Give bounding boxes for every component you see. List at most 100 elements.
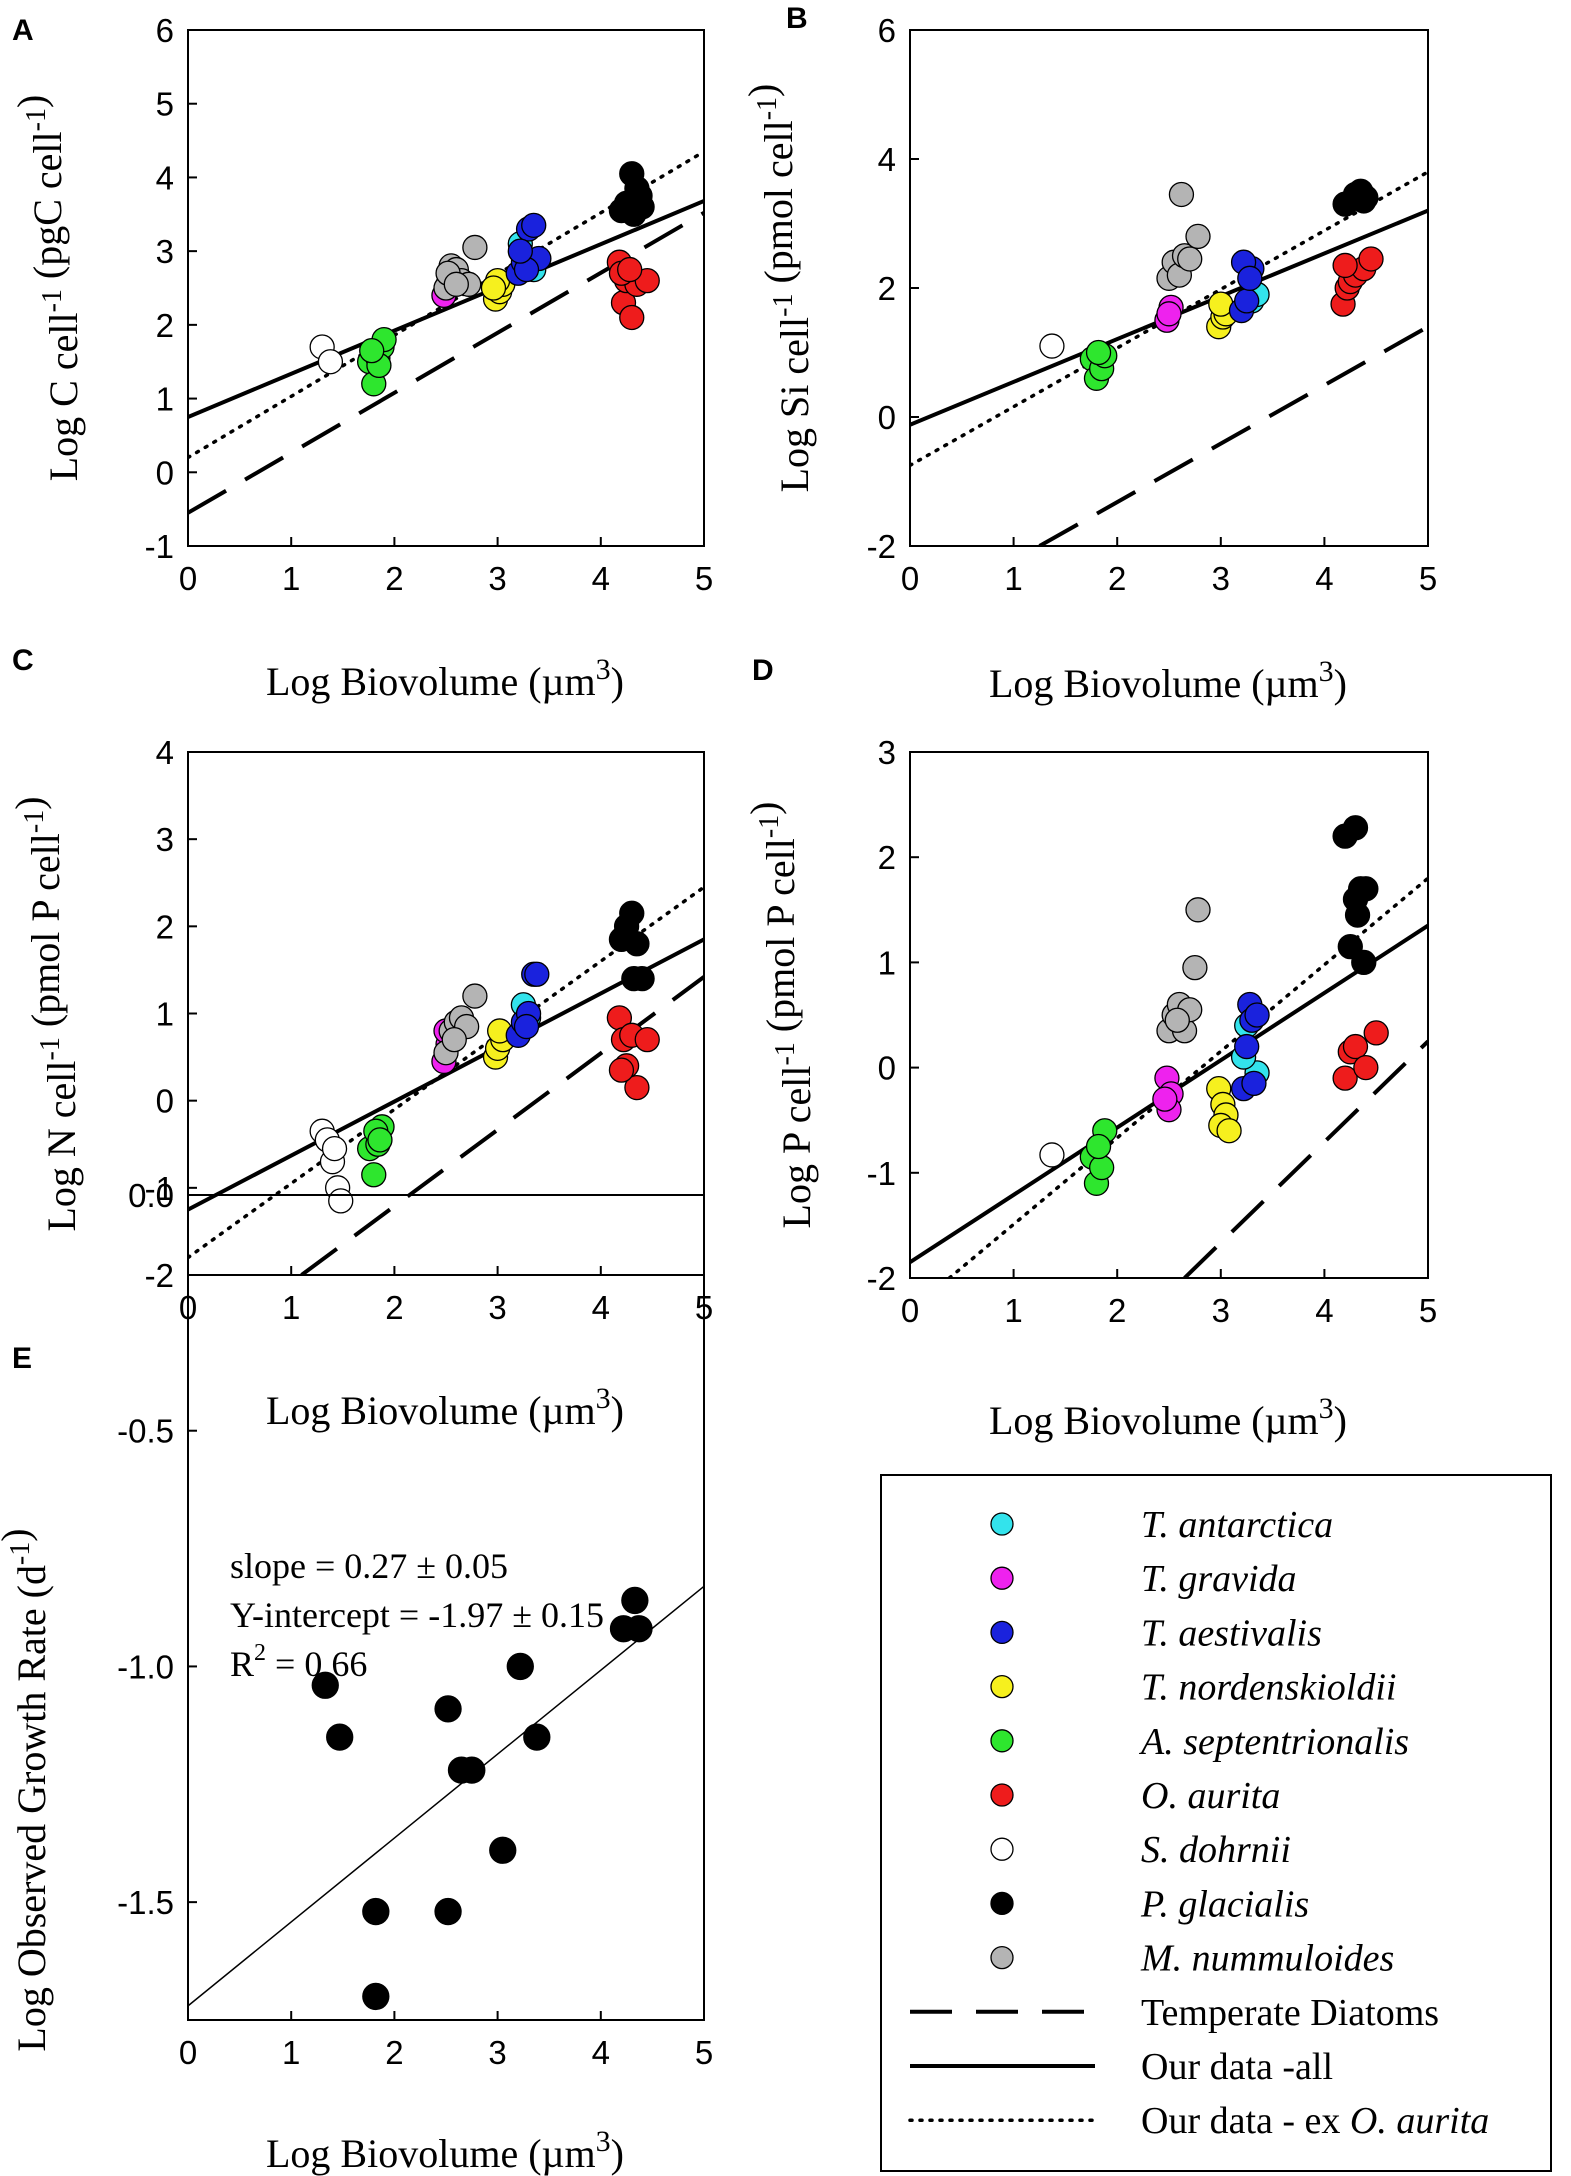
point-o-aurita	[619, 304, 645, 331]
point-t-nordenskioldii	[480, 275, 507, 301]
point-o-aurita	[1353, 1054, 1379, 1081]
point-m-nummuloides	[1185, 223, 1211, 250]
x-tick-label: 3	[1212, 560, 1230, 597]
y-tick-label: -1	[145, 1170, 174, 1207]
y-tick-label: -2	[867, 528, 896, 565]
x-tick-label: 0	[179, 2034, 197, 2071]
y-tick-label: 1	[156, 996, 174, 1033]
point-p-glacialis	[326, 1723, 354, 1751]
point-o-aurita	[1332, 252, 1358, 279]
point-m-nummuloides	[462, 234, 488, 261]
point-a-septentrionalis	[1089, 1154, 1115, 1181]
point-p-glacialis	[311, 1671, 339, 1699]
y-tick-label: -1	[145, 528, 174, 565]
point-s-dohrnii	[1039, 333, 1065, 359]
panel-d: 0 1 2 3 4 5 -2 -1 0 1 2 3 D Log Biovolume (µm3) Log P …	[742, 654, 1437, 1443]
legend-label: Our data - ex O. aurita	[1141, 2100, 1489, 2142]
legend-item: T. nordenskioldii	[990, 1667, 1396, 1709]
data-points	[309, 161, 660, 397]
x-tick-label: 2	[385, 1289, 403, 1326]
y-tick-label: 4	[156, 734, 174, 771]
x-tick-label: 1	[1004, 560, 1022, 597]
legend-label: T. nordenskioldii	[1141, 1667, 1396, 1709]
x-tick-label: 1	[1004, 1292, 1022, 1329]
line-our-data-ex-o-aurita	[910, 170, 1428, 468]
y-tick-label: 0	[156, 454, 174, 491]
y-tick-label: 3	[878, 734, 896, 771]
point-m-nummuloides	[443, 271, 469, 297]
legend-item: T. aestivalis	[990, 1612, 1322, 1654]
point-p-glacialis	[625, 1615, 653, 1643]
x-axis-title: Log Biovolume (µm3)	[266, 2125, 624, 2176]
x-tick-label: 2	[1108, 1292, 1126, 1329]
legend-item: O. aurita	[990, 1775, 1280, 1817]
point-p-glacialis	[621, 1586, 649, 1615]
point-p-glacialis	[434, 1695, 462, 1723]
x-tick-label: 2	[1108, 560, 1126, 597]
point-o-aurita	[1358, 246, 1384, 272]
data-points	[309, 900, 660, 1214]
legend-marker	[990, 1512, 1014, 1536]
point-p-glacialis	[621, 965, 647, 992]
fit-lines	[188, 1585, 704, 2007]
y-tick-label: -0.5	[117, 1413, 174, 1450]
point-o-aurita	[624, 1074, 650, 1101]
point-o-aurita	[617, 256, 643, 283]
x-tick-label: 0	[901, 560, 919, 597]
x-tick-label: 0	[901, 1292, 919, 1329]
point-m-nummuloides	[1177, 246, 1203, 272]
annotation-slope: slope = 0.27 ± 0.05	[230, 1546, 508, 1586]
legend-label: S. dohrnii	[1141, 1829, 1291, 1871]
legend-marker	[990, 1783, 1014, 1807]
y-tick-label: 3	[156, 233, 174, 270]
y-tick-label: 2	[156, 307, 174, 344]
legend-item: P. glacialis	[990, 1883, 1309, 1925]
point-a-septentrionalis	[361, 1162, 387, 1188]
x-axis-title: Log Biovolume (µm3)	[266, 1382, 624, 1433]
x-tick-label: 2	[385, 560, 403, 597]
x-tick-label: 4	[592, 560, 610, 597]
x-tick-label: 0	[179, 560, 197, 597]
y-tick-label: 0	[156, 1083, 174, 1120]
x-axis-title: Log Biovolume (µm3)	[989, 1392, 1347, 1443]
point-p-glacialis	[627, 183, 653, 209]
y-tick-label: 6	[156, 12, 174, 49]
legend-item: Our data -all	[910, 2046, 1333, 2088]
legend-item: S. dohrnii	[990, 1829, 1291, 1871]
legend-item: T. antarctica	[990, 1504, 1333, 1546]
x-tick-label: 5	[695, 2034, 713, 2071]
line-our-data-all	[188, 937, 704, 1212]
annotation-r2: R2 = 0.66	[230, 1640, 367, 1684]
y-tick-label: 0	[878, 399, 896, 436]
y-axis-title: Log C cell-1 (pgC cell-1)	[9, 95, 86, 482]
point-t-aestivalis	[521, 212, 547, 238]
legend-box: T. antarctica T. gravida T. aestivalis T. n…	[880, 1474, 1552, 2172]
y-tick-label: 1	[878, 944, 896, 981]
point-p-glacialis	[1351, 188, 1377, 214]
point-t-aestivalis	[1234, 288, 1260, 314]
y-tick-label: -1.5	[117, 1884, 174, 1921]
data-points	[1039, 178, 1384, 391]
point-s-dohrnii	[317, 349, 344, 375]
y-tick-label: -2	[867, 1260, 896, 1297]
point-p-glacialis	[523, 1723, 551, 1751]
point-t-nordenskioldii	[1216, 1118, 1242, 1144]
x-tick-label: 5	[1419, 560, 1437, 597]
plot-frame	[909, 751, 1429, 1279]
legend-frame	[880, 1474, 1552, 2172]
y-tick-label: 6	[878, 12, 896, 49]
panel-letter: C	[12, 644, 34, 677]
y-tick-label: 2	[878, 839, 896, 876]
y-tick-label: -1.0	[117, 1648, 174, 1685]
legend-marker	[990, 1837, 1014, 1861]
point-o-aurita	[634, 1027, 660, 1053]
point-p-glacialis	[506, 1652, 534, 1681]
point-p-glacialis	[434, 1897, 462, 1926]
point-o-aurita	[608, 1057, 635, 1083]
point-t-aestivalis	[1237, 265, 1263, 291]
x-tick-label: 5	[695, 560, 713, 597]
point-m-nummuloides	[1185, 897, 1211, 923]
point-m-nummuloides	[1182, 955, 1208, 981]
point-p-glacialis	[489, 1836, 517, 1864]
point-a-septentrionalis	[359, 338, 385, 364]
